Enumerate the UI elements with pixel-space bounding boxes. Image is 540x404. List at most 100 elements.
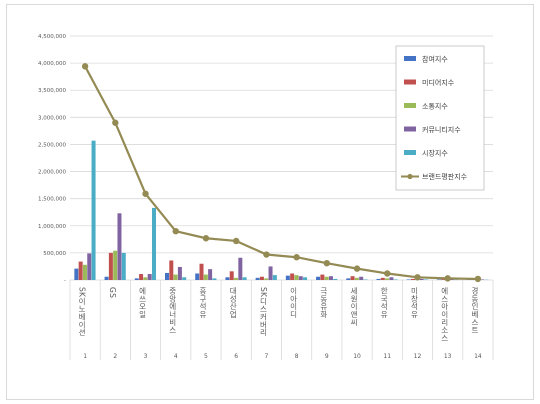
x-category-label: 에쓰오일 (138, 287, 147, 319)
bar (406, 279, 411, 280)
x-category-label: 세원이앤씨 (350, 287, 359, 326)
bar (143, 277, 148, 280)
x-index-label: 7 (264, 353, 268, 360)
x-index-label: 10 (353, 353, 361, 360)
y-tick-label: 1,000,000 (38, 224, 66, 230)
bar (290, 273, 295, 280)
bar (354, 277, 359, 280)
x-category-label: 한국석유 (380, 287, 389, 319)
bar (203, 274, 208, 280)
x-category-label: 중앙에너비스 (168, 287, 177, 334)
reputation-line (81, 63, 482, 283)
series-line (84, 65, 478, 281)
bar (91, 140, 96, 280)
x-index-label: 13 (444, 353, 452, 360)
bar (441, 279, 446, 280)
bar (380, 277, 385, 280)
x-index-label: 1 (83, 353, 87, 360)
bar (346, 278, 351, 280)
bar (242, 277, 247, 280)
bar (328, 276, 333, 280)
x-category-label: 대성산업 (229, 287, 238, 319)
bar (294, 275, 299, 280)
bar (74, 268, 79, 280)
x-category-label: 미창석유 (410, 287, 419, 319)
bar (121, 252, 126, 280)
bar (234, 277, 239, 280)
x-index-label: 9 (325, 353, 329, 360)
bar (411, 278, 416, 280)
y-tick-label: 4,500,000 (38, 34, 66, 40)
bar (376, 278, 381, 280)
x-category-label: 이아이디 (289, 286, 298, 319)
bar (139, 274, 144, 280)
bar (199, 263, 204, 280)
legend-label: 시장지수 (422, 149, 448, 158)
bar (87, 253, 92, 280)
bar (165, 272, 169, 280)
bar (208, 269, 213, 280)
bar (151, 207, 156, 280)
legend-box (395, 45, 485, 191)
bar (264, 278, 269, 280)
bar (117, 213, 122, 280)
bar (195, 273, 200, 280)
bar (363, 279, 368, 280)
x-category-label: 극동유화 (319, 287, 328, 319)
bar (78, 261, 83, 280)
legend-swatch (404, 103, 416, 108)
bar (177, 266, 182, 280)
bars (74, 140, 489, 281)
bar (225, 277, 230, 280)
bar (436, 279, 441, 280)
x-index-label: 6 (234, 353, 238, 360)
x-axis-categories: SK이노베이션 1 GS 2 에쓰오일 3 중앙에너비스 4 흥구석유 5 대성산업 6 SK디스커버리… (78, 286, 482, 360)
legend-swatch (404, 150, 416, 155)
line-point (353, 265, 361, 272)
line-point (323, 259, 331, 267)
bar (419, 278, 424, 280)
line-point (202, 235, 210, 242)
x-index-label: 3 (144, 353, 148, 360)
bar (173, 274, 178, 280)
line-point (293, 254, 300, 261)
bar (212, 278, 217, 280)
y-axis-ticks: - 500,000 1,000,000 1,500,000 2,000,000 2,500… (38, 34, 66, 284)
bar (108, 252, 113, 280)
legend-label: 소통지수 (422, 102, 448, 111)
bar (268, 266, 273, 280)
bar (255, 277, 260, 280)
x-index-label: 11 (383, 353, 391, 360)
x-index-label: 12 (414, 353, 422, 360)
y-tick-label: - (64, 278, 66, 284)
y-tick-label: 3,500,000 (38, 88, 66, 94)
legend-swatch (404, 79, 416, 85)
bar (238, 257, 243, 280)
bar (113, 250, 118, 280)
line-point (414, 274, 421, 281)
bar (303, 277, 308, 280)
x-category-label: 흥구석유 (198, 286, 207, 319)
bar (298, 276, 303, 280)
bar (449, 279, 454, 280)
x-category-label: GS (108, 287, 117, 298)
legend-swatch (404, 126, 416, 132)
x-index-label: 4 (174, 353, 178, 360)
bar (134, 278, 139, 280)
x-category-label: 경동인베스트 (470, 286, 479, 334)
y-tick-label: 2,000,000 (38, 170, 66, 176)
legend-label: 미디어지수 (422, 78, 455, 87)
legend-line-marker (407, 173, 413, 180)
legend-label: 브랜드평판지수 (422, 172, 468, 181)
bar (169, 260, 174, 280)
x-category-label: SK디스커버리 (259, 287, 268, 337)
legend-label: 참여지수 (422, 55, 448, 64)
bar (82, 264, 87, 280)
bar (423, 279, 428, 280)
bar (285, 275, 290, 280)
bar (359, 276, 364, 280)
legend-swatch (404, 56, 416, 61)
y-tick-label: 1,500,000 (38, 197, 66, 203)
